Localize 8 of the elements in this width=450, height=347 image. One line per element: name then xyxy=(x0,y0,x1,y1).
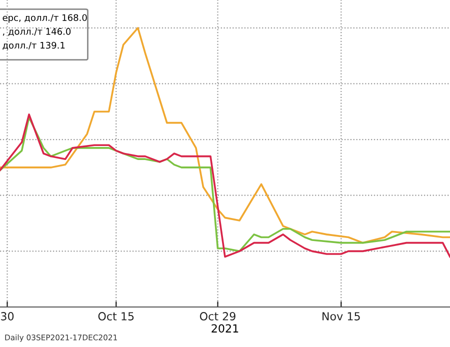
x-axis-title: 2021 xyxy=(212,324,238,333)
x-tick-label: Nov 15 xyxy=(322,312,360,320)
x-tick-label: Oct 29 xyxy=(200,312,236,320)
x-tick-label: 30 xyxy=(1,312,14,320)
text: ерс, долл./т 168.0 xyxy=(2,14,87,23)
annotation: долл./т 139.1 xyxy=(2,42,65,50)
x-tick-label: Oct 15 xyxy=(98,312,134,320)
annotation: , долл./т 146.0 xyxy=(2,28,71,36)
